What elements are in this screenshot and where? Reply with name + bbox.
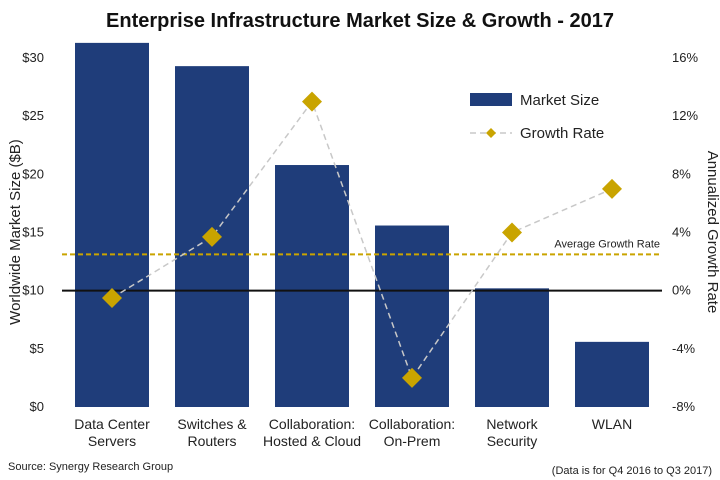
y-axis-title: Worldwide Market Size ($B): [7, 139, 24, 325]
growth-point: [202, 226, 222, 247]
y2-tick-label: 12%: [672, 108, 698, 123]
category-label: Collaboration: On-Prem: [369, 416, 455, 449]
bar: [475, 288, 549, 407]
legend: Market Size Growth Rate: [470, 92, 604, 142]
right-axis: -8% -4% 0% 4% 8% 12% 16%: [672, 50, 698, 414]
legend-market-size-label: Market Size: [520, 92, 599, 109]
legend-growth-rate-marker: [486, 128, 496, 138]
growth-point: [402, 367, 422, 388]
y2-tick-label: 0%: [672, 283, 691, 298]
y2-tick-label: -8%: [672, 399, 696, 414]
y-tick-label: $25: [22, 108, 44, 123]
y-tick-label: $0: [30, 399, 44, 414]
y2-tick-label: -4%: [672, 341, 696, 356]
y2-tick-label: 4%: [672, 225, 691, 240]
y-tick-label: $5: [30, 341, 44, 356]
category-label: Network Security: [486, 416, 538, 449]
category-labels: Data Center Servers Switches & Routers Colla…: [74, 416, 632, 449]
bar: [575, 341, 649, 407]
growth-point: [102, 287, 122, 308]
growth-point: [502, 222, 522, 243]
category-label: Collaboration: Hosted & Cloud: [263, 416, 361, 449]
y-tick-label: $15: [22, 225, 44, 240]
left-axis: $0 $5 $10 $15 $20 $25 $30: [22, 50, 44, 414]
growth-series: [102, 91, 622, 388]
growth-line: [111, 100, 613, 380]
y2-tick-label: 8%: [672, 166, 691, 181]
y2-axis-title: Annualized Growth Rate: [704, 151, 720, 314]
y-tick-label: $30: [22, 50, 44, 65]
category-label: Switches & Routers: [177, 416, 247, 449]
growth-point: [302, 91, 322, 112]
bar: [275, 165, 349, 407]
category-label: Data Center Servers: [74, 416, 150, 449]
y2-tick-label: 16%: [672, 50, 698, 65]
category-label: WLAN: [592, 416, 632, 432]
footnote: (Data is for Q4 2016 to Q3 2017): [552, 465, 712, 477]
source-note: Source: Synergy Research Group: [8, 461, 173, 473]
chart-title: Enterprise Infrastructure Market Size & …: [106, 10, 614, 32]
y-tick-label: $20: [22, 166, 44, 181]
growth-point: [602, 178, 622, 199]
average-growth-label: Average Growth Rate: [554, 238, 660, 250]
y-tick-label: $10: [22, 283, 44, 298]
average-growth-line: Average Growth Rate: [62, 238, 662, 256]
legend-growth-rate-label: Growth Rate: [520, 125, 604, 142]
bar: [75, 42, 149, 407]
legend-market-size-swatch: [470, 93, 512, 106]
